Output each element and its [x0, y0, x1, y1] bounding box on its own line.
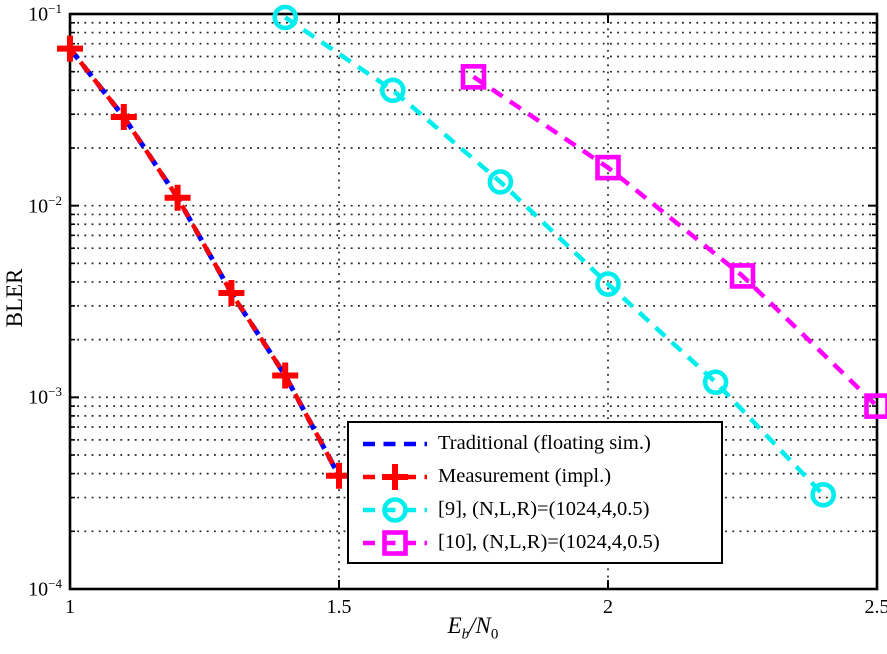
legend-item-ref9: [9], (N,L,R)=(1024,4,0.5) [349, 493, 721, 526]
legend-sample-blue-dashed-line [363, 441, 427, 446]
y-tick-label: 10−3 [28, 384, 62, 409]
legend-sample-cyan-circle-line [363, 496, 427, 523]
legend-sample-magenta-square-line [363, 529, 427, 556]
legend-item-ref10: [10], (N,L,R)=(1024,4,0.5) [349, 526, 721, 559]
x-axis-label: Eb/N0 [393, 613, 553, 644]
y-tick-label: 10−1 [28, 1, 62, 26]
y-tick-label: 10−4 [28, 576, 62, 601]
legend-label: [9], (N,L,R)=(1024,4,0.5) [438, 498, 650, 520]
x-tick-label: 2 [603, 596, 613, 618]
y-axis-label: BLER [2, 268, 27, 328]
legend-item-traditional: Traditional (floating sim.) [349, 427, 721, 460]
x-axis-label-sub2: 0 [490, 626, 499, 643]
legend-sample-red-plus-line [363, 463, 427, 490]
x-tick-label: 1.5 [326, 596, 352, 618]
y-tick-label: 10−2 [28, 192, 62, 218]
legend-label: [10], (N,L,R)=(1024,4,0.5) [438, 531, 660, 553]
x-tick-label: 1 [65, 596, 75, 618]
legend-label: Traditional (floating sim.) [438, 432, 651, 454]
x-tick-label: 2.5 [864, 596, 887, 618]
legend-item-measurement: Measurement (impl.) [349, 460, 721, 493]
x-axis-label-var: E [447, 613, 462, 638]
legend: Traditional (floating sim.) Measurement … [347, 421, 723, 564]
x-axis-label-var2: /N [469, 613, 491, 638]
legend-label: Measurement (impl.) [438, 465, 612, 487]
x-axis-label-sub: b [461, 626, 470, 643]
